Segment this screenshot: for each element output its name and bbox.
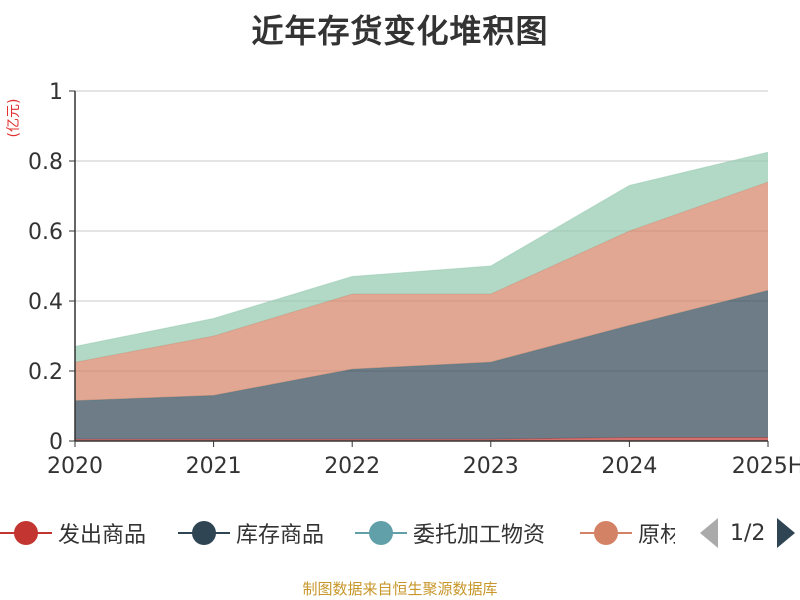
area-series-4 — [75, 152, 768, 363]
triangle-right-icon[interactable] — [777, 518, 796, 548]
y-tick-label: 0 — [49, 430, 63, 455]
chart-title: 近年存货变化堆积图 — [251, 12, 549, 50]
legend-pager: 1/2 — [700, 510, 796, 556]
area-line-4 — [74, 151, 769, 347]
x-tick-label: 2023 — [463, 454, 519, 479]
legend-item-3[interactable]: 原材料 — [580, 510, 675, 556]
legend-item-0[interactable]: 发出商品 — [0, 510, 146, 556]
data-source-note: 制图数据来自恒生聚源数据库 — [302, 580, 498, 598]
legend-marker-icon — [580, 510, 632, 556]
y-tick-label: 0.6 — [28, 220, 63, 245]
area-series-1 — [75, 290, 768, 440]
legend-label: 委托加工物资 — [413, 523, 546, 548]
x-tick-label: 2022 — [324, 454, 380, 479]
x-tick-label: 2025H — [732, 454, 800, 479]
area-series-3 — [75, 182, 768, 401]
chart-legend: 发出商品 库存商品 委托加工物资 原材料 1/2 — [0, 510, 800, 560]
legend-page-indicator: 1/2 — [730, 520, 766, 546]
legend-label: 原材料 — [638, 523, 675, 548]
y-tick-label: 1 — [49, 80, 63, 105]
x-tick-label: 2024 — [601, 454, 657, 479]
legend-marker-icon — [0, 510, 52, 556]
legend-marker-icon — [178, 510, 230, 556]
triangle-left-icon[interactable] — [700, 518, 718, 548]
x-tick-label: 2021 — [186, 454, 242, 479]
y-tick-label: 0.8 — [28, 150, 63, 175]
x-tick-label: 2020 — [47, 454, 103, 479]
legend-label: 发出商品 — [58, 523, 147, 548]
legend-label: 库存商品 — [236, 523, 325, 548]
y-tick-label: 0.2 — [28, 360, 63, 385]
legend-item-1[interactable]: 库存商品 — [178, 510, 324, 556]
legend-marker-icon — [355, 510, 407, 556]
legend-item-2[interactable]: 委托加工物资 — [355, 510, 545, 556]
y-tick-label: 0.4 — [28, 290, 63, 315]
